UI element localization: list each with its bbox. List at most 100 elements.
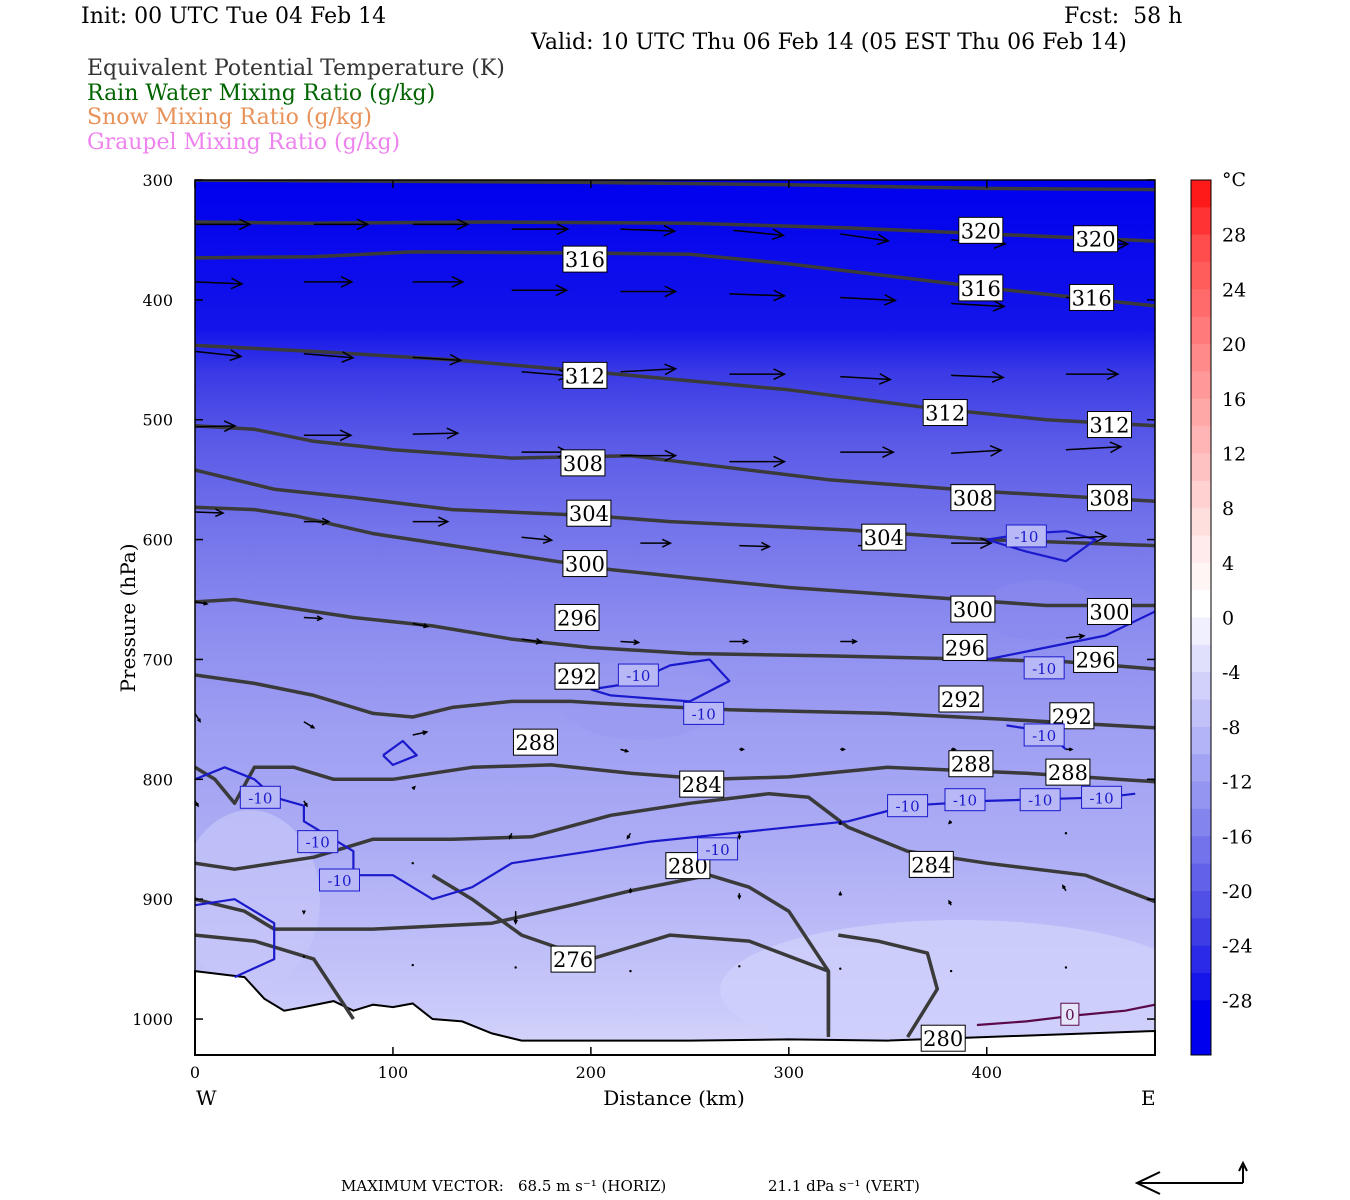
wind-vector-shaft [840, 375, 891, 381]
x-tick-label: 100 [378, 1063, 409, 1082]
wind-vector-shaft [303, 616, 322, 620]
wind-vector [840, 747, 847, 752]
wind-vector-head [883, 294, 898, 306]
y-axis-title: Pressure (hPa) [116, 544, 140, 693]
colorbar-swatch [1191, 972, 1211, 1001]
wind-vector-head [760, 541, 772, 551]
temperature-label-text: -10 [1014, 528, 1038, 546]
colorbar-swatch [1191, 890, 1211, 919]
wind-vector [1065, 747, 1074, 752]
wind-vector [620, 224, 677, 237]
theta-e-label-text: 308 [563, 452, 603, 476]
wind-vector [620, 285, 678, 298]
temperature-label: -10 [1019, 788, 1061, 812]
wind-vector-head [422, 730, 429, 736]
wind-vector-shaft [620, 640, 639, 644]
colorbar-swatch [1191, 207, 1211, 236]
wind-vector [1062, 884, 1067, 892]
theta-e-label: 276 [550, 945, 596, 973]
temperature-label-box [297, 830, 339, 854]
theta-e-label: 316 [958, 274, 1004, 302]
wind-vector-shaft [951, 449, 1002, 455]
temperature-label-text: -10 [1028, 792, 1052, 810]
wind-vector-head [740, 747, 746, 752]
plot-frame [194, 179, 1156, 1056]
theta-e-label-text: 276 [553, 948, 593, 972]
x-axis-west-label: W [196, 1086, 217, 1110]
wind-vector [838, 890, 843, 896]
colorbar-tick-label: -28 [1222, 990, 1253, 1012]
theta-e-label-text: 316 [1072, 286, 1112, 310]
theta-e-label-box [679, 770, 725, 798]
wind-vector-head [230, 277, 244, 290]
wind-vector-head [542, 534, 554, 545]
colorbar-tick-label: 8 [1222, 498, 1234, 520]
theta-e-label: 288 [948, 750, 994, 778]
theta-e-label: 292 [554, 662, 600, 690]
wind-vector [839, 967, 842, 970]
wind-vector [412, 218, 470, 231]
temperature-label-text: -10 [692, 705, 716, 723]
theta-e-label: 312 [1086, 411, 1132, 439]
theta-e-label-text: 300 [565, 553, 605, 577]
theta-e-label-text: 300 [1089, 601, 1129, 625]
wind-vector-head [437, 516, 450, 527]
theta-e-label-text: 288 [1048, 761, 1088, 785]
wind-vector [840, 638, 859, 645]
wind-vector-shaft [521, 371, 570, 377]
wind-vector-head [456, 218, 470, 231]
colorbar-swatch [1191, 180, 1211, 208]
wind-vector [1065, 633, 1086, 640]
wind-vector-head [1094, 531, 1108, 543]
theta-e-label-text: 284 [911, 853, 951, 877]
wind-vector-shaft [840, 296, 896, 302]
theta-e-contour [195, 597, 1155, 671]
wind-vector-head [948, 899, 952, 905]
wind-vector-shaft [303, 721, 315, 729]
wind-vector [1064, 966, 1068, 969]
theta-e-label: 284 [908, 850, 954, 878]
colorbar-swatch [1191, 480, 1211, 509]
y-tick-label: 1000 [132, 1010, 173, 1029]
colorbar-swatch [1191, 316, 1211, 345]
colorbar-swatch [1191, 726, 1211, 755]
theta-e-label: 320 [1073, 225, 1119, 253]
wind-vector [840, 446, 896, 458]
colorbar-tick-label: -16 [1222, 826, 1253, 848]
wind-vector-head [451, 275, 465, 288]
wind-vector [838, 820, 843, 825]
wind-vector-head [229, 349, 243, 362]
wind-vector-shaft [1065, 445, 1121, 451]
wind-vector [301, 910, 306, 915]
theta-e-label-text: 320 [961, 219, 1001, 243]
temperature-label: -10 [887, 794, 929, 818]
zero-degree-label: 0 [1060, 1002, 1080, 1026]
theta-e-label-box [1049, 702, 1095, 730]
theta-e-label-text: 312 [925, 402, 965, 426]
temperature-label: -10 [239, 785, 281, 809]
theta-e-contour [195, 933, 355, 1020]
wind-vector-head [628, 887, 633, 893]
wind-vector-head [624, 748, 630, 753]
wind-vector [412, 353, 463, 366]
wind-vector [195, 277, 244, 290]
wind-vector-head [737, 895, 742, 900]
wind-vector-head [316, 615, 324, 622]
wind-vector-head [195, 802, 199, 808]
wind-vector-head [876, 233, 890, 246]
temperature-label: -10 [1023, 656, 1065, 680]
colorbar-tick-label: 28 [1222, 225, 1246, 247]
theta-e-label-box [950, 484, 996, 512]
temperature-label-box [887, 794, 929, 818]
temperature-contour [195, 898, 276, 979]
wind-vector [195, 601, 209, 606]
y-tick-label: 900 [142, 890, 173, 909]
wind-vector [511, 284, 569, 297]
theta-e-label: 284 [679, 770, 725, 798]
theta-e-label: 304 [861, 523, 907, 551]
theta-e-label-box [1069, 283, 1115, 311]
temperature-contour [382, 739, 418, 766]
wind-vector-shaft [620, 228, 675, 232]
temperature-label-text: -10 [248, 789, 272, 807]
wind-vector [411, 963, 414, 967]
